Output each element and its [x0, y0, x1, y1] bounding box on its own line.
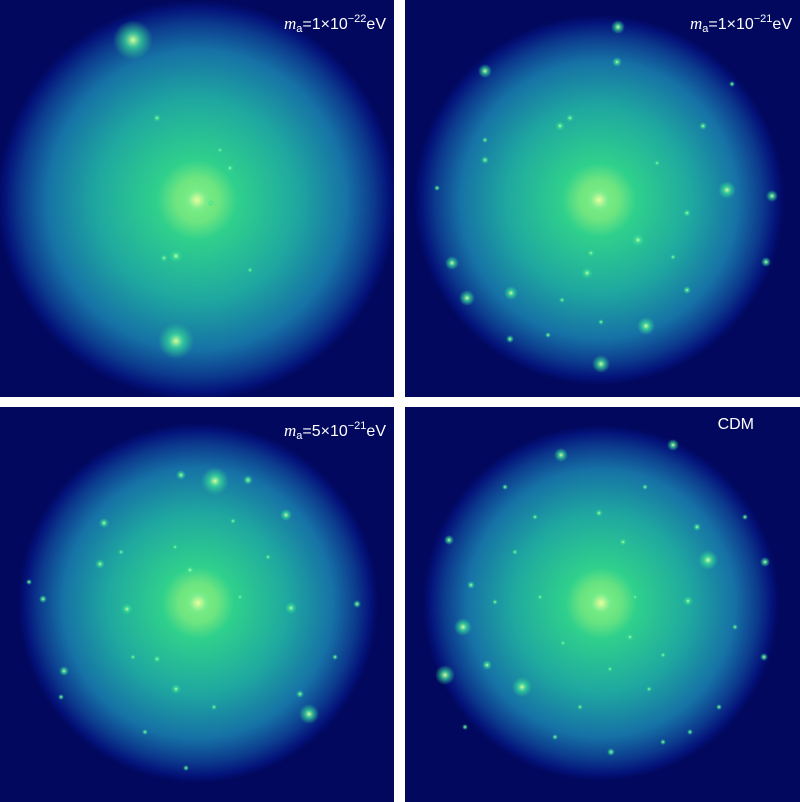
halo-panel-ma-1e-22: ma=1×10−22eV [0, 0, 394, 397]
subhalos [434, 20, 778, 373]
subhalos [26, 467, 361, 771]
panel-label: ma=5×10−21eV [283, 420, 386, 442]
halo-image [405, 0, 800, 397]
subhalos [113, 20, 253, 359]
halo-panel-cdm: CDM [405, 407, 800, 802]
panel-label: ma=1×10−21eV [689, 13, 792, 35]
panel-label: ma=1×10−22eV [283, 13, 386, 35]
halo-panel-ma-5e-21: ma=5×10−21eV [0, 407, 394, 802]
halo-panel-ma-1e-21: ma=1×10−21eV [405, 0, 800, 397]
halo-image [0, 0, 394, 397]
halo-image [405, 407, 800, 802]
subhalos [435, 439, 770, 756]
halo-image [0, 407, 394, 802]
panel-label: CDM [717, 416, 754, 433]
